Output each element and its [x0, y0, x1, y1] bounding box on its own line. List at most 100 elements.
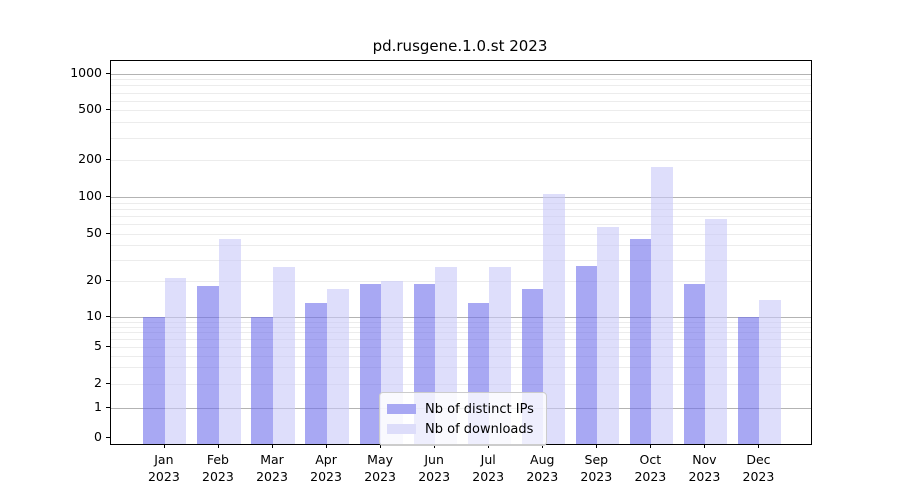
- minor-gridline-40: [111, 245, 811, 247]
- minor-gridline-200: [111, 160, 811, 162]
- bar-nb-of-downloads-oct-2023: [651, 167, 673, 444]
- x-tick-label-aug-2023: Aug 2023: [526, 452, 559, 484]
- minor-gridline-70: [111, 215, 811, 217]
- bar-nb-of-downloads-apr-2023: [327, 289, 349, 444]
- downloads-swatch: [387, 424, 416, 434]
- bar-nb-of-distinct-ips-nov-2023: [683, 283, 706, 444]
- minor-gridline-50: [111, 233, 811, 235]
- legend-label-distinct-ips: Nb of distinct IPs: [425, 401, 534, 417]
- x-tick-label-sep-2023: Sep 2023: [580, 452, 613, 484]
- y-tick-2: [106, 382, 110, 384]
- y-tick-label-0: 0: [94, 428, 102, 444]
- major-gridline-1000: [111, 73, 811, 75]
- y-tick-label-50: 50: [86, 224, 102, 240]
- x-tick-dec-2023: [758, 444, 760, 448]
- x-tick-aug-2023: [542, 444, 544, 448]
- bar-nb-of-distinct-ips-sep-2023: [575, 265, 598, 444]
- x-tick-label-nov-2023: Nov 2023: [688, 452, 721, 484]
- bar-nb-of-distinct-ips-mar-2023: [251, 317, 273, 444]
- x-tick-label-mar-2023: Mar 2023: [256, 452, 288, 484]
- plot-area: Nb of distinct IPs Nb of downloads: [110, 60, 812, 446]
- x-tick-sep-2023: [596, 444, 598, 448]
- minor-gridline-900: [111, 79, 811, 81]
- major-gridline-100: [111, 197, 811, 198]
- y-tick-1000: [106, 72, 110, 74]
- minor-gridline-400: [111, 122, 811, 124]
- bar-nb-of-distinct-ips-feb-2023: [197, 286, 219, 444]
- y-tick-50: [106, 232, 110, 234]
- x-tick-label-feb-2023: Feb 2023: [202, 452, 234, 484]
- minor-gridline-2: [111, 383, 811, 385]
- minor-gridline-300: [111, 138, 811, 140]
- x-tick-mar-2023: [272, 444, 273, 448]
- x-tick-feb-2023: [217, 444, 219, 448]
- x-tick-label-apr-2023: Apr 2023: [310, 452, 342, 484]
- x-tick-label-oct-2023: Oct 2023: [634, 452, 667, 484]
- minor-gridline-30: [111, 260, 811, 262]
- legend-row-distinct-ips: Nb of distinct IPs: [387, 399, 538, 419]
- y-tick-label-1: 1: [94, 398, 102, 414]
- y-tick-10: [106, 316, 110, 317]
- bar-nb-of-downloads-jan-2023: [164, 278, 187, 444]
- x-tick-label-jan-2023: Jan 2023: [147, 452, 180, 484]
- legend-label-downloads: Nb of downloads: [425, 421, 534, 437]
- x-tick-label-jun-2023: Jun 2023: [418, 452, 451, 484]
- bar-nb-of-downloads-nov-2023: [705, 219, 727, 444]
- bar-nb-of-distinct-ips-dec-2023: [737, 317, 760, 444]
- y-tick-200: [106, 159, 110, 161]
- bar-nb-of-downloads-sep-2023: [597, 226, 619, 444]
- bar-nb-of-downloads-aug-2023: [543, 194, 565, 444]
- y-tick-500: [106, 109, 110, 111]
- x-tick-jul-2023: [488, 444, 490, 448]
- y-tick-5: [106, 346, 110, 347]
- minor-gridline-60: [111, 224, 811, 226]
- legend: Nb of distinct IPs Nb of downloads: [379, 392, 547, 446]
- x-tick-nov-2023: [704, 444, 706, 448]
- minor-gridline-700: [111, 92, 811, 94]
- y-tick-label-1000: 1000: [70, 64, 102, 80]
- y-tick-label-5: 5: [94, 338, 102, 353]
- legend-row-downloads: Nb of downloads: [387, 419, 538, 439]
- bar-nb-of-distinct-ips-apr-2023: [305, 303, 328, 444]
- bar-nb-of-distinct-ips-jan-2023: [143, 317, 165, 444]
- x-tick-label-dec-2023: Dec 2023: [742, 452, 775, 484]
- minor-gridline-9: [111, 321, 811, 323]
- bar-nb-of-downloads-mar-2023: [273, 267, 295, 444]
- bar-nb-of-distinct-ips-may-2023: [359, 283, 382, 444]
- bar-nb-of-downloads-dec-2023: [759, 299, 782, 444]
- y-tick-label-200: 200: [78, 151, 102, 167]
- y-tick-20: [106, 280, 110, 281]
- y-tick-100: [106, 196, 110, 197]
- y-tick-1: [106, 406, 110, 408]
- minor-gridline-20: [111, 281, 811, 282]
- x-tick-may-2023: [380, 444, 382, 448]
- x-tick-label-may-2023: May 2023: [364, 452, 396, 484]
- minor-gridline-4: [111, 355, 811, 357]
- x-tick-jan-2023: [163, 444, 165, 448]
- minor-gridline-3: [111, 367, 811, 369]
- y-tick-0: [106, 436, 110, 438]
- bar-nb-of-distinct-ips-oct-2023: [629, 239, 652, 444]
- minor-gridline-8: [111, 326, 811, 328]
- x-tick-oct-2023: [650, 444, 652, 448]
- minor-gridline-600: [111, 100, 811, 102]
- x-tick-apr-2023: [326, 444, 328, 448]
- minor-gridline-800: [111, 85, 811, 87]
- y-tick-label-100: 100: [78, 188, 102, 203]
- x-tick-jun-2023: [434, 444, 436, 448]
- minor-gridline-7: [111, 332, 811, 334]
- major-gridline-10: [111, 317, 811, 318]
- minor-gridline-5: [111, 347, 811, 348]
- minor-gridline-80: [111, 208, 811, 210]
- minor-gridline-6: [111, 339, 811, 341]
- y-tick-label-20: 20: [86, 272, 102, 287]
- distinct-ips-swatch: [387, 404, 416, 414]
- x-tick-label-jul-2023: Jul 2023: [472, 452, 505, 484]
- y-tick-label-500: 500: [78, 101, 102, 117]
- y-tick-label-2: 2: [94, 374, 102, 390]
- minor-gridline-500: [111, 110, 811, 112]
- chart-title: pd.rusgene.1.0.st 2023: [372, 37, 548, 55]
- bar-nb-of-downloads-feb-2023: [218, 239, 241, 444]
- y-tick-label-10: 10: [86, 308, 102, 323]
